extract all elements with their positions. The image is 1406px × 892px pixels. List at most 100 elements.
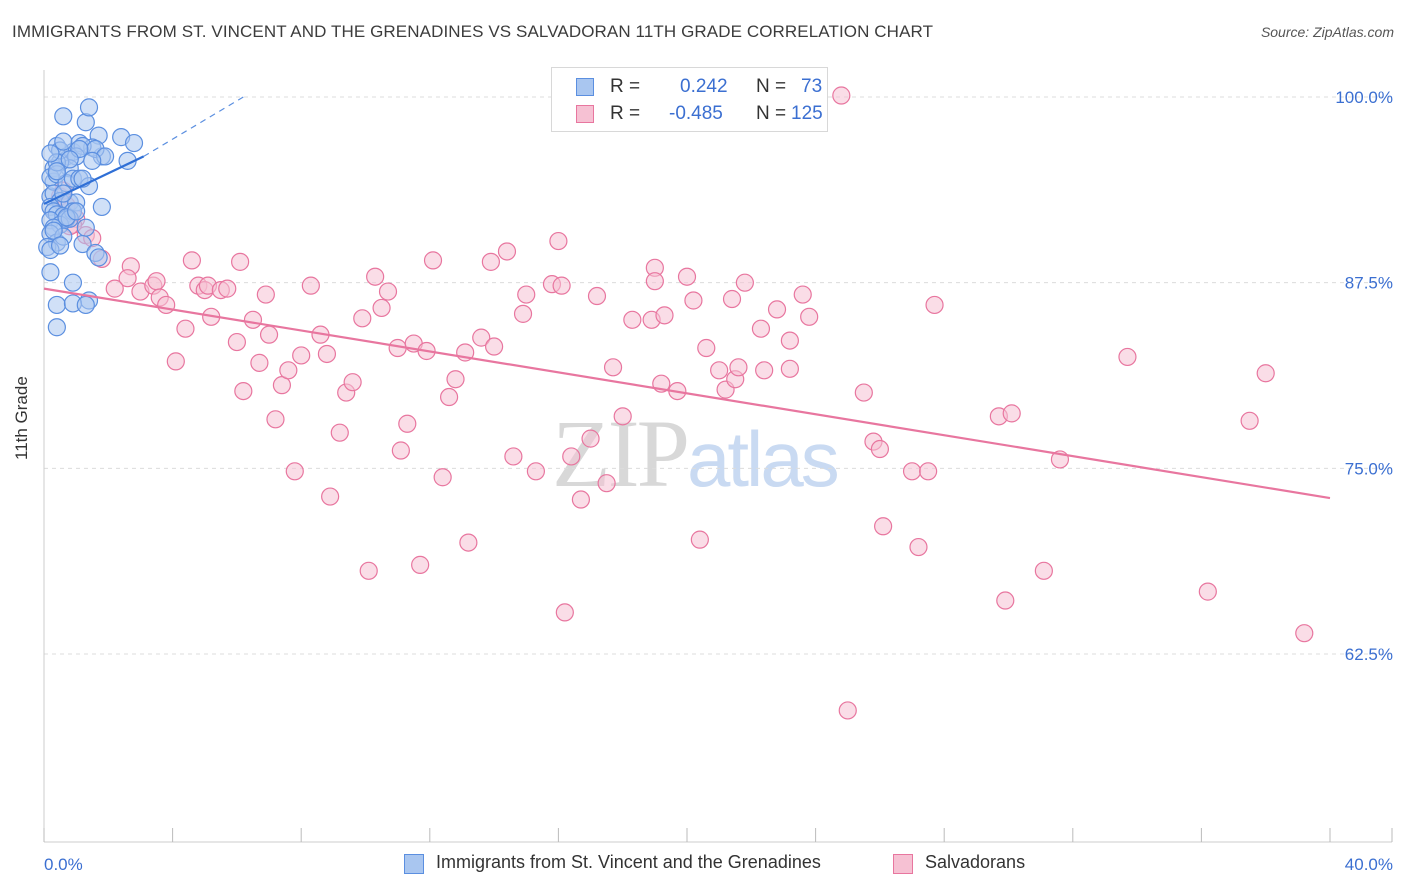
blue-trend-extension: [143, 96, 244, 157]
pink-point: [266, 410, 285, 429]
y-tick-label: 100.0%: [1335, 88, 1393, 107]
pink-point: [597, 474, 616, 493]
pink-point: [645, 272, 664, 291]
pink-point: [279, 361, 298, 380]
pink-point: [767, 300, 787, 319]
pink-point: [677, 267, 697, 286]
pink-point: [292, 346, 311, 365]
pink-swatch: [576, 105, 594, 123]
pink-point: [231, 252, 250, 271]
pink-point: [919, 462, 938, 481]
pink-point: [166, 352, 185, 371]
blue-point: [60, 150, 79, 169]
n-label: N =: [756, 76, 787, 97]
pink-point: [446, 370, 465, 389]
pink-point: [1295, 624, 1314, 643]
pink-point: [176, 319, 195, 338]
pink-point: [378, 282, 398, 301]
pink-point: [504, 447, 523, 466]
pink-point: [301, 276, 320, 295]
pink-trend-line: [43, 287, 1331, 500]
pink-point: [555, 603, 574, 622]
chart-title: IMMIGRANTS FROM ST. VINCENT AND THE GREN…: [12, 22, 934, 41]
pink-point: [854, 383, 873, 402]
pink-point: [513, 304, 533, 323]
y-tick-label: 75.0%: [1345, 459, 1393, 478]
pink-point: [603, 358, 623, 377]
blue-point: [73, 234, 92, 254]
blue-point: [50, 236, 70, 255]
pink-point: [353, 309, 372, 328]
pink-point: [433, 468, 452, 487]
pink-point: [359, 561, 378, 580]
pink-point: [481, 252, 500, 271]
blue-point: [76, 295, 95, 315]
x-tick-label-max: 40.0%: [1345, 855, 1393, 874]
n-value-pink: 125: [791, 103, 823, 124]
pink-point: [472, 328, 491, 347]
pink-point: [157, 295, 176, 315]
pink-point: [552, 276, 571, 295]
blue-point: [76, 218, 95, 237]
blue-point: [76, 113, 95, 132]
pink-point: [722, 289, 742, 309]
pink-point: [366, 267, 385, 286]
pink-point: [250, 353, 269, 372]
pink-point: [562, 447, 581, 466]
pink-point: [755, 361, 774, 380]
pink-point: [780, 331, 799, 350]
blue-point: [54, 107, 73, 126]
pink-point: [729, 358, 748, 377]
pink-point: [735, 273, 754, 292]
pink-point: [838, 701, 857, 720]
r-value-pink: -0.485: [669, 103, 723, 124]
pink-point: [655, 306, 674, 325]
pink-point: [581, 429, 600, 448]
pink-point: [459, 533, 478, 552]
pink-point: [227, 332, 246, 352]
blue-legend-swatch: [404, 854, 424, 874]
pink-point: [398, 414, 417, 433]
pink-point: [485, 337, 504, 356]
pink-point: [587, 286, 607, 306]
blue-point: [47, 318, 66, 337]
y-tick-label: 62.5%: [1345, 645, 1393, 664]
blue-legend-label: Immigrants from St. Vincent and the Gren…: [436, 852, 821, 872]
y-axis-label: 11th Grade: [12, 376, 31, 460]
watermark-atlas: atlas: [687, 415, 840, 503]
pink-point: [243, 310, 263, 329]
pink-point: [697, 338, 716, 358]
pink-point: [372, 298, 391, 318]
pink-point: [321, 487, 340, 506]
blue-trend-line: [43, 155, 145, 205]
pink-point: [497, 242, 517, 261]
blue-point: [92, 197, 111, 217]
pink-point: [780, 359, 799, 378]
r-label: R =: [610, 76, 641, 97]
pink-point: [343, 373, 362, 392]
pink-point: [317, 344, 337, 364]
pink-point: [1118, 347, 1137, 367]
blue-point: [83, 151, 102, 170]
pink-point: [411, 555, 430, 574]
blue-swatch: [576, 78, 594, 96]
pink-point: [1198, 582, 1217, 601]
pink-point: [147, 272, 166, 291]
pink-point: [710, 361, 729, 380]
y-tick-label: 87.5%: [1345, 274, 1393, 293]
pink-point: [874, 517, 893, 536]
pink-point: [571, 490, 591, 509]
pink-point: [234, 381, 253, 401]
blue-point: [47, 295, 66, 315]
pink-point: [118, 269, 137, 288]
pink-point: [423, 251, 443, 270]
pink-point: [182, 251, 201, 270]
blue-point: [89, 248, 108, 267]
r-label: R =: [610, 103, 641, 124]
pink-point: [613, 407, 632, 426]
pink-point: [439, 387, 459, 407]
pink-point: [690, 530, 709, 549]
pink-point: [285, 462, 304, 481]
blue-point: [54, 132, 73, 151]
